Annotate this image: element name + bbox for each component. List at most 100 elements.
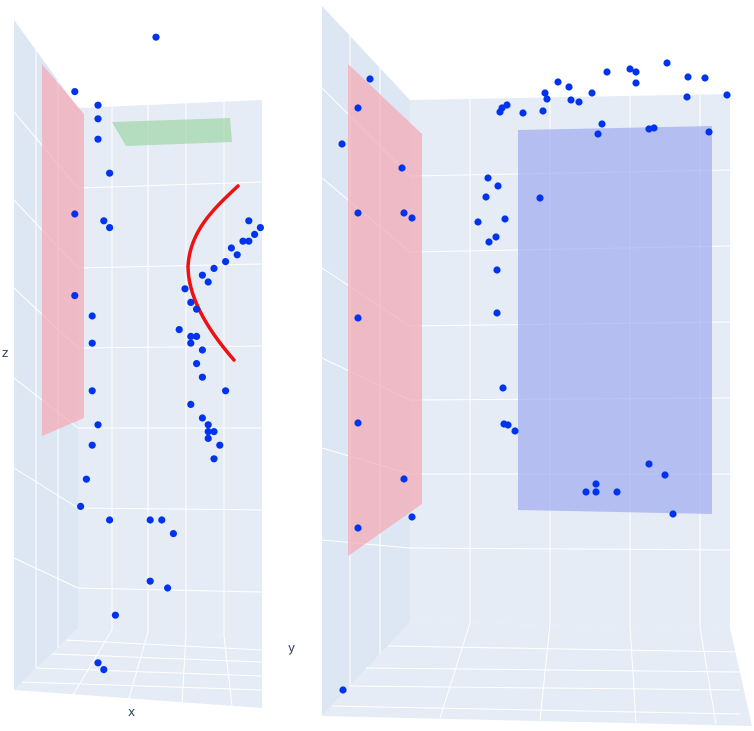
right-marker-point[interactable] xyxy=(484,174,492,182)
left-marker-point[interactable] xyxy=(71,210,79,218)
right-marker-point[interactable] xyxy=(493,266,501,274)
right-marker-point[interactable] xyxy=(701,74,709,82)
right-marker-point[interactable] xyxy=(626,65,634,73)
left-marker-point[interactable] xyxy=(106,516,114,524)
left-marker-point[interactable] xyxy=(239,237,247,245)
right-marker-point[interactable] xyxy=(661,471,669,479)
left-marker-point[interactable] xyxy=(204,421,212,429)
left-marker-point[interactable] xyxy=(204,434,212,442)
right-marker-point[interactable] xyxy=(494,182,502,190)
right-marker-point[interactable] xyxy=(632,79,640,87)
right-marker-point[interactable] xyxy=(598,120,606,128)
left-marker-point[interactable] xyxy=(164,584,172,592)
left-marker-point[interactable] xyxy=(88,387,96,395)
left-marker-point[interactable] xyxy=(227,244,235,252)
right-marker-point[interactable] xyxy=(498,104,506,112)
right-marker-point[interactable] xyxy=(663,59,671,67)
right-marker-point[interactable] xyxy=(492,233,500,241)
left-marker-point[interactable] xyxy=(193,360,201,368)
right-marker-point[interactable] xyxy=(354,209,362,217)
right-marker-point[interactable] xyxy=(723,91,731,99)
left-marker-point[interactable] xyxy=(210,455,218,463)
left-marker-point[interactable] xyxy=(222,258,230,266)
left-marker-point[interactable] xyxy=(88,312,96,320)
left-marker-point[interactable] xyxy=(106,224,114,232)
left-marker-point[interactable] xyxy=(152,33,160,41)
right-marker-point[interactable] xyxy=(504,421,512,429)
right-marker-point[interactable] xyxy=(536,194,544,202)
left-marker-point[interactable] xyxy=(100,217,108,225)
right-marker-point[interactable] xyxy=(554,78,562,86)
right-marker-point[interactable] xyxy=(613,488,621,496)
right-marker-point[interactable] xyxy=(541,89,549,97)
right-marker-point[interactable] xyxy=(650,124,658,132)
left-marker-point[interactable] xyxy=(251,230,259,238)
right-marker-point[interactable] xyxy=(354,419,362,427)
left-marker-point[interactable] xyxy=(88,339,96,347)
scene-right[interactable] xyxy=(321,6,752,726)
left-marker-point[interactable] xyxy=(100,666,108,674)
left-marker-point[interactable] xyxy=(204,278,212,286)
right-marker-point[interactable] xyxy=(366,75,374,83)
left-marker-point[interactable] xyxy=(71,292,79,300)
right-marker-point[interactable] xyxy=(575,98,583,106)
left-marker-point[interactable] xyxy=(245,217,253,225)
left-marker-point[interactable] xyxy=(82,475,90,483)
right-marker-point[interactable] xyxy=(354,314,362,322)
left-marker-point[interactable] xyxy=(106,169,114,177)
right-marker-point[interactable] xyxy=(474,218,482,226)
right-marker-point[interactable] xyxy=(592,480,600,488)
right-marker-point[interactable] xyxy=(408,214,416,222)
right-marker-point[interactable] xyxy=(705,128,713,136)
right-marker-point[interactable] xyxy=(511,427,519,435)
left-marker-point[interactable] xyxy=(158,516,166,524)
right-marker-point[interactable] xyxy=(339,686,347,694)
right-marker-point[interactable] xyxy=(501,215,509,223)
right-marker-point[interactable] xyxy=(669,510,677,518)
left-marker-point[interactable] xyxy=(210,264,218,272)
left-marker-point[interactable] xyxy=(198,271,206,279)
left-marker-point[interactable] xyxy=(204,428,212,436)
right-marker-point[interactable] xyxy=(632,68,640,76)
left-marker-point[interactable] xyxy=(216,441,224,449)
right-marker-point[interactable] xyxy=(519,109,527,117)
right-marker-point[interactable] xyxy=(645,460,653,468)
left-marker-point[interactable] xyxy=(88,441,96,449)
right-marker-point[interactable] xyxy=(592,488,600,496)
left-marker-point[interactable] xyxy=(94,101,102,109)
right-marker-point[interactable] xyxy=(683,93,691,101)
right-marker-point[interactable] xyxy=(565,83,573,91)
left-marker-point[interactable] xyxy=(94,115,102,123)
right-marker-point[interactable] xyxy=(543,95,551,103)
right-marker-point[interactable] xyxy=(499,384,507,392)
scene-left[interactable] xyxy=(13,20,264,708)
left-marker-point[interactable] xyxy=(222,387,230,395)
left-marker-point[interactable] xyxy=(146,577,154,585)
right-marker-point[interactable] xyxy=(594,130,602,138)
right-marker-point[interactable] xyxy=(493,309,501,317)
left-marker-point[interactable] xyxy=(187,339,195,347)
left-marker-point[interactable] xyxy=(198,346,206,354)
left-marker-point[interactable] xyxy=(193,305,201,313)
left-marker-point[interactable] xyxy=(193,332,201,340)
right-marker-point[interactable] xyxy=(582,488,590,496)
right-marker-point[interactable] xyxy=(603,68,611,76)
left-marker-point[interactable] xyxy=(187,298,195,306)
right-marker-point[interactable] xyxy=(684,73,692,81)
right-scatter-markers[interactable] xyxy=(338,59,731,694)
left-marker-point[interactable] xyxy=(71,88,79,96)
right-marker-point[interactable] xyxy=(482,193,490,201)
right-marker-point[interactable] xyxy=(338,140,346,148)
left-marker-point[interactable] xyxy=(198,373,206,381)
right-marker-point[interactable] xyxy=(354,524,362,532)
left-marker-point[interactable] xyxy=(94,659,102,667)
left-scatter-markers[interactable] xyxy=(71,33,264,674)
left-marker-point[interactable] xyxy=(198,414,206,422)
left-marker-point[interactable] xyxy=(175,326,183,334)
left-marker-point[interactable] xyxy=(111,611,119,619)
right-marker-point[interactable] xyxy=(408,513,416,521)
left-marker-point[interactable] xyxy=(169,530,177,538)
left-marker-point[interactable] xyxy=(245,237,253,245)
left-marker-point[interactable] xyxy=(94,135,102,143)
right-marker-point[interactable] xyxy=(485,238,493,246)
